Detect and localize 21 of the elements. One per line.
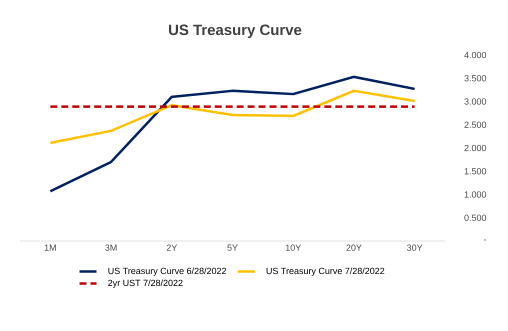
x-tick-label: 2Y	[166, 244, 178, 251]
y-tick-label: 2.000	[464, 144, 486, 152]
legend-label: US Treasury Curve 6/28/2022	[108, 268, 226, 276]
y-tick-label: 1.500	[464, 168, 486, 174]
x-tick-label: 5Y	[227, 244, 238, 251]
y-tick-label: 3.000	[464, 98, 486, 105]
y-tick-label: 0.500	[464, 214, 486, 221]
x-tick-label: 20Y	[346, 244, 362, 251]
legend-label: 2yr UST 7/28/2022	[108, 279, 183, 288]
y-tick-label: 3.500	[464, 75, 486, 82]
x-tick-label: 1M	[44, 244, 56, 251]
y-tick-label: 2.500	[464, 122, 486, 128]
y-tick-label: 4.000	[464, 52, 486, 58]
x-tick-label: 3M	[105, 244, 117, 251]
y-tick-label: 1.000	[464, 191, 486, 198]
x-tick-label: 10Y	[286, 244, 301, 251]
line-series	[49, 76, 416, 192]
chart-title: US Treasury Curve	[169, 24, 302, 38]
legend-label: US Treasury Curve 7/28/2022	[266, 268, 384, 276]
line-series	[49, 90, 416, 144]
x-tick-label: 30Y	[407, 244, 422, 251]
